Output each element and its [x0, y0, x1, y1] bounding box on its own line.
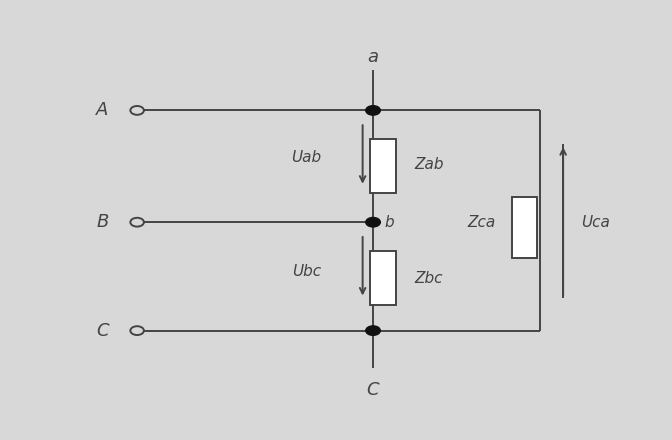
- Circle shape: [366, 106, 380, 115]
- Circle shape: [366, 217, 380, 227]
- Text: b: b: [384, 215, 394, 230]
- Text: Zbc: Zbc: [415, 271, 444, 286]
- Text: C: C: [96, 322, 109, 340]
- Bar: [370, 139, 396, 194]
- Text: B: B: [96, 213, 108, 231]
- Text: Ubc: Ubc: [292, 264, 321, 279]
- Text: Zab: Zab: [415, 157, 444, 172]
- Bar: [370, 251, 396, 305]
- Text: Zca: Zca: [467, 215, 495, 230]
- Text: A: A: [96, 101, 108, 119]
- Text: a: a: [368, 48, 378, 66]
- Text: Uca: Uca: [581, 215, 610, 230]
- Bar: [511, 197, 536, 258]
- Circle shape: [366, 326, 380, 335]
- Text: C: C: [367, 381, 380, 400]
- Text: Uab: Uab: [291, 150, 321, 165]
